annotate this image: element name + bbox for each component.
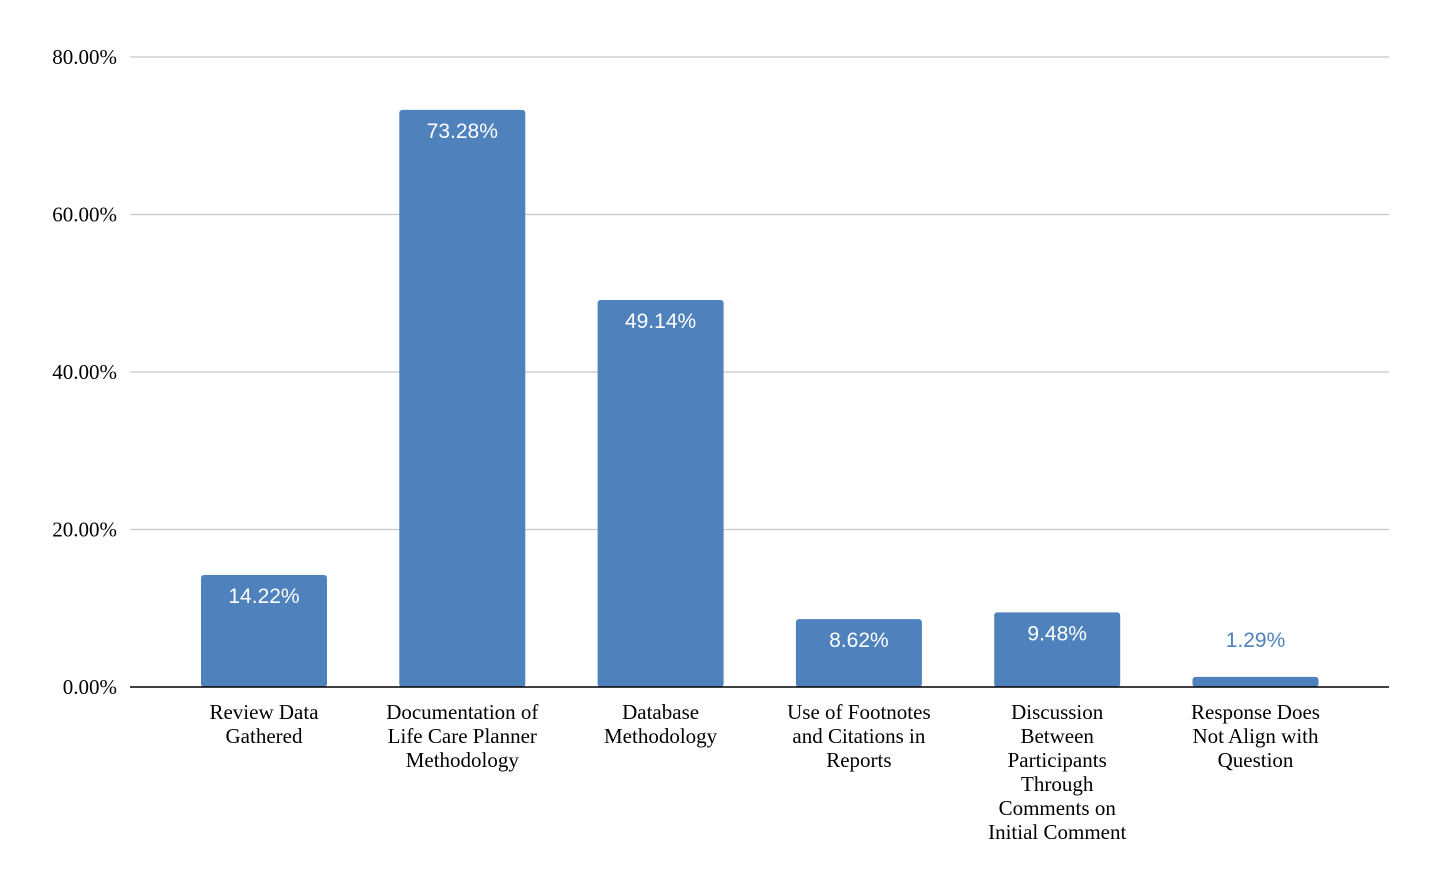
- category-label-line: Methodology: [604, 724, 718, 748]
- category-label-line: Not Align with: [1192, 724, 1319, 748]
- y-tick-label: 0.00%: [63, 675, 117, 699]
- bar: [597, 300, 724, 687]
- bar: [201, 575, 327, 687]
- y-tick-label: 60.00%: [52, 203, 117, 227]
- category-label-line: Participants: [1008, 748, 1107, 772]
- category-label-line: Question: [1218, 748, 1294, 772]
- category-label: Documentation of Life Care Planner Methodo…: [386, 700, 538, 772]
- bar: [399, 109, 526, 688]
- y-axis-ticks: 0.00% 20.00% 40.00% 60.00% 80.00%: [52, 45, 117, 699]
- category-label-line: Review Data: [209, 700, 319, 724]
- data-label: 1.29%: [1226, 629, 1286, 652]
- data-label: 8.62%: [829, 629, 889, 652]
- category-label: Use of Footnotes and Citations in Reports: [787, 700, 931, 772]
- category-labels: Review Data Gathered Documentation of Life …: [209, 700, 1319, 844]
- data-labels: 14.22% 73.28% 49.14% 8.62% 9.48% 1.29%: [228, 120, 1285, 652]
- bar: [1192, 676, 1319, 687]
- category-label-line: Life Care Planner: [388, 724, 537, 748]
- y-tick-label: 40.00%: [52, 360, 117, 384]
- category-label-line: Use of Footnotes: [787, 700, 931, 724]
- category-label-line: Between: [1020, 724, 1094, 748]
- category-label-line: Initial Comment: [988, 820, 1126, 844]
- y-tick-label: 80.00%: [52, 45, 117, 69]
- data-label: 73.28%: [427, 120, 498, 143]
- category-label-line: Reports: [826, 748, 891, 772]
- category-label-line: Through: [1021, 772, 1094, 796]
- category-label-line: Documentation of: [386, 700, 538, 724]
- data-label: 9.48%: [1027, 622, 1087, 645]
- category-label: Database Methodology: [604, 700, 718, 748]
- category-label-line: Comments on: [999, 796, 1117, 820]
- gridlines: [130, 56, 1389, 531]
- category-label-line: and Citations in: [792, 724, 925, 748]
- category-label-line: Database: [622, 700, 699, 724]
- category-label: Review Data Gathered: [209, 700, 319, 748]
- category-label: Response Does Not Align with Question: [1191, 700, 1320, 772]
- y-tick-label: 20.00%: [52, 518, 117, 542]
- category-label-line: Gathered: [226, 724, 303, 748]
- category-label-line: Methodology: [406, 748, 520, 772]
- bar: [795, 619, 922, 687]
- category-label: Discussion Between Participants Through Comm…: [988, 700, 1126, 844]
- data-label: 49.14%: [625, 310, 696, 333]
- data-label: 14.22%: [228, 585, 299, 608]
- category-label-line: Discussion: [1011, 700, 1104, 724]
- bars: [201, 109, 1319, 688]
- bar: [994, 612, 1121, 687]
- category-label-line: Response Does: [1191, 700, 1320, 724]
